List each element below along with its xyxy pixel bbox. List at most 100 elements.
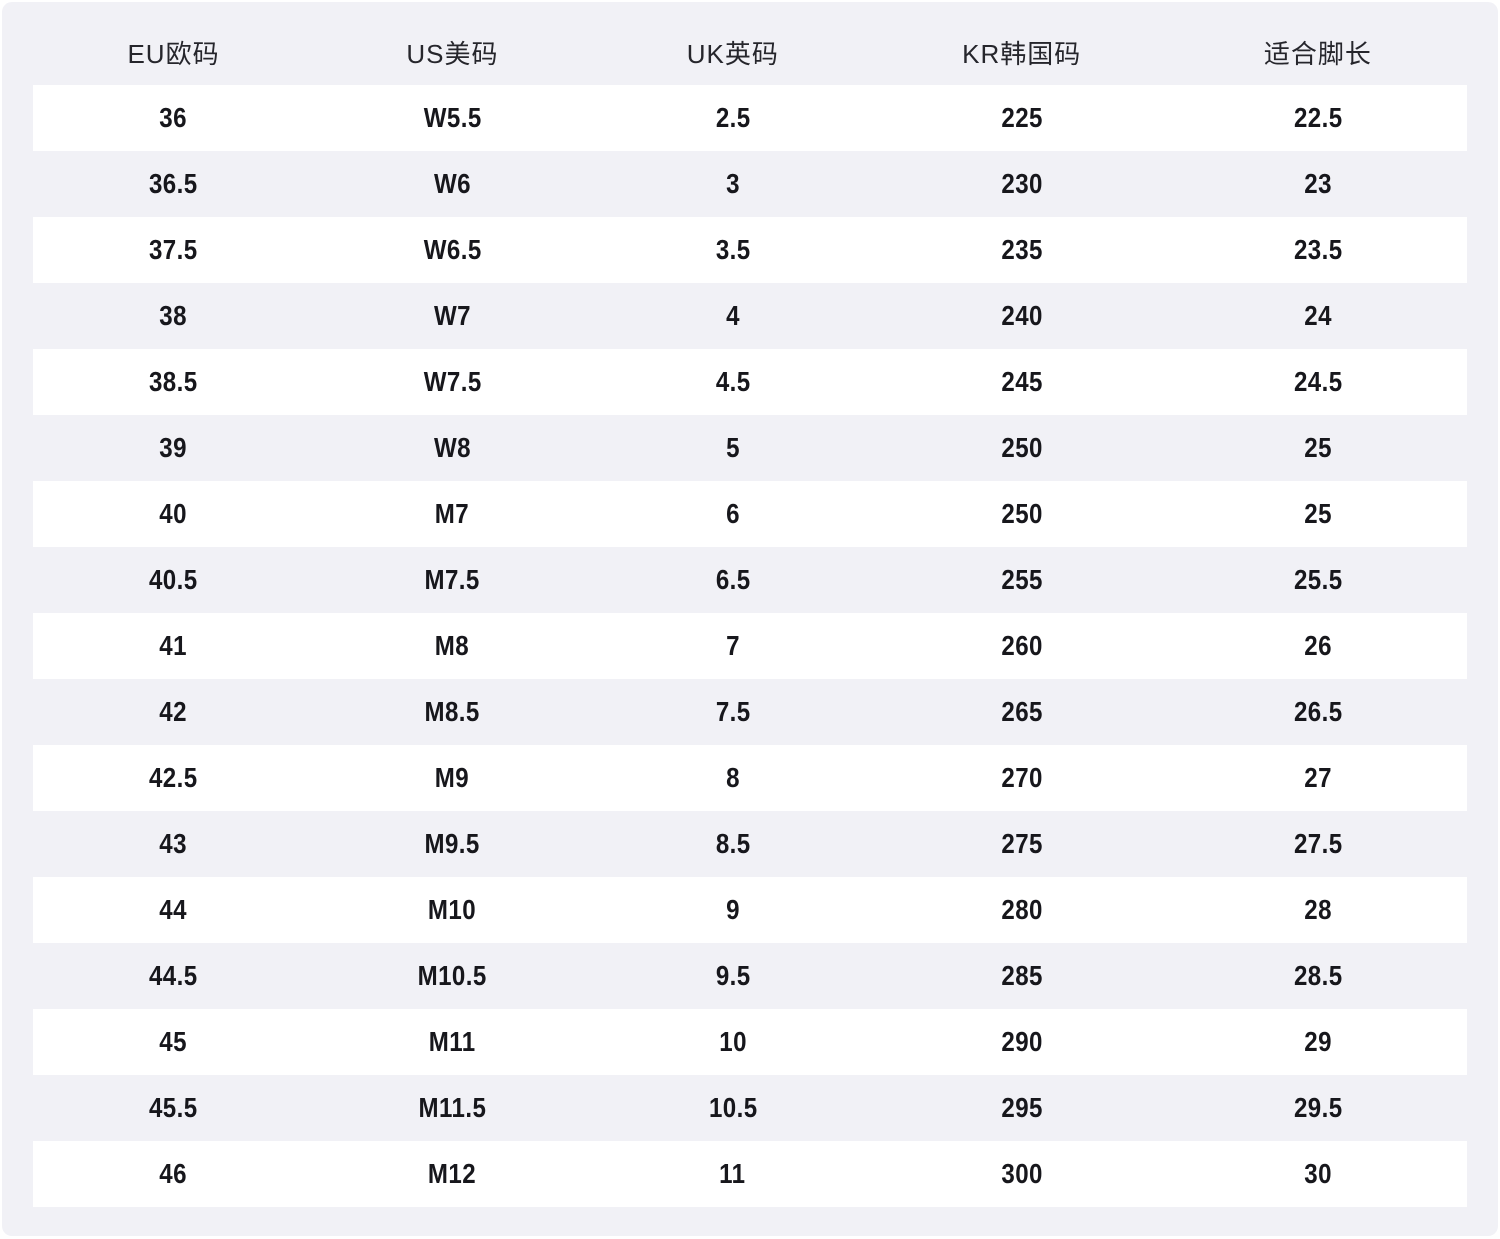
- table-row: 36 W5.5 2.5 225 22.5: [33, 85, 1467, 151]
- cell-value: W6: [433, 168, 471, 199]
- cell-value: 45: [159, 1026, 188, 1057]
- table-header-row: EU欧码 US美码 UK英码 KR韩国码 适合脚长: [33, 2, 1467, 85]
- table-cell: 27.5: [1169, 828, 1467, 860]
- cell-value: 250: [1000, 432, 1043, 463]
- cell-value: 25: [1304, 432, 1332, 463]
- cell-value: 4: [725, 300, 740, 331]
- cell-value: 24: [1304, 300, 1332, 331]
- cell-value: 45.5: [149, 1092, 198, 1123]
- cell-value: 27.5: [1293, 828, 1343, 859]
- table-cell: 9.5: [591, 960, 875, 992]
- table-cell: 11: [591, 1158, 875, 1190]
- table-row: 45.5 M11.5 10.5 295 29.5: [33, 1075, 1467, 1141]
- table-cell: 25: [1169, 498, 1467, 530]
- table-cell: 225: [875, 102, 1169, 134]
- table-cell: 3: [591, 168, 875, 200]
- cell-value: 39: [159, 432, 188, 463]
- table-cell: 25.5: [1169, 564, 1467, 596]
- table-cell: M10.5: [314, 960, 591, 992]
- table-cell: 28.5: [1169, 960, 1467, 992]
- table-row: 40 M7 6 250 25: [33, 481, 1467, 547]
- table-cell: 245: [875, 366, 1169, 398]
- table-cell: 270: [875, 762, 1169, 794]
- cell-value: 37.5: [149, 234, 198, 265]
- table-cell: 29: [1169, 1026, 1467, 1058]
- table-cell: 4.5: [591, 366, 875, 398]
- cell-value: 23.5: [1293, 234, 1343, 265]
- cell-value: 255: [1000, 564, 1043, 595]
- table-row: 43 M9.5 8.5 275 27.5: [33, 811, 1467, 877]
- table-cell: 28: [1169, 894, 1467, 926]
- cell-value: 7.5: [715, 696, 751, 727]
- cell-value: 4.5: [715, 366, 751, 397]
- table-cell: M12: [314, 1158, 591, 1190]
- table-cell: 235: [875, 234, 1169, 266]
- table-cell: M9.5: [314, 828, 591, 860]
- table-cell: W6: [314, 168, 591, 200]
- cell-value: W6.5: [423, 234, 482, 265]
- cell-value: 10: [718, 1026, 747, 1057]
- cell-value: W7: [433, 300, 471, 331]
- table-row: 40.5 M7.5 6.5 255 25.5: [33, 547, 1467, 613]
- table-cell: 22.5: [1169, 102, 1467, 134]
- table-cell: 38: [33, 300, 314, 332]
- table-cell: 2.5: [591, 102, 875, 134]
- cell-value: 265: [1000, 696, 1043, 727]
- table-cell: 250: [875, 498, 1169, 530]
- cell-value: 235: [1000, 234, 1043, 265]
- table-cell: W7: [314, 300, 591, 332]
- table-cell: M11: [314, 1026, 591, 1058]
- table-cell: 36.5: [33, 168, 314, 200]
- cell-value: M10.5: [417, 960, 487, 991]
- table-cell: 10.5: [591, 1092, 875, 1124]
- cell-value: M9.5: [424, 828, 481, 859]
- cell-value: 9.5: [715, 960, 751, 991]
- cell-value: 40: [159, 498, 188, 529]
- table-cell: W5.5: [314, 102, 591, 134]
- cell-value: 36: [159, 102, 188, 133]
- table-row: 46 M12 11 300 30: [33, 1141, 1467, 1207]
- cell-value: 44: [159, 894, 188, 925]
- table-row: 36.5 W6 3 230 23: [33, 151, 1467, 217]
- table-cell: 9: [591, 894, 875, 926]
- table-row: 42.5 M9 8 270 27: [33, 745, 1467, 811]
- table-cell: 8.5: [591, 828, 875, 860]
- table-cell: 6.5: [591, 564, 875, 596]
- cell-value: 27: [1304, 762, 1332, 793]
- cell-value: 290: [1000, 1026, 1043, 1057]
- table-cell: 255: [875, 564, 1169, 596]
- cell-value: 28: [1304, 894, 1332, 925]
- table-cell: 42.5: [33, 762, 314, 794]
- cell-value: 8: [725, 762, 740, 793]
- cell-value: 225: [1000, 102, 1043, 133]
- table-cell: 290: [875, 1026, 1169, 1058]
- cell-value: 40.5: [149, 564, 198, 595]
- cell-value: M12: [428, 1158, 477, 1189]
- table-cell: 41: [33, 630, 314, 662]
- table-cell: M11.5: [314, 1092, 591, 1124]
- table-cell: 275: [875, 828, 1169, 860]
- table-cell: M10: [314, 894, 591, 926]
- cell-value: M7: [435, 498, 470, 529]
- table-cell: 7: [591, 630, 875, 662]
- cell-value: 6: [725, 498, 740, 529]
- table-cell: 24.5: [1169, 366, 1467, 398]
- cell-value: 38: [159, 300, 188, 331]
- cell-value: 260: [1000, 630, 1043, 661]
- table-cell: 25: [1169, 432, 1467, 464]
- cell-value: 29: [1304, 1026, 1332, 1057]
- cell-value: 250: [1000, 498, 1043, 529]
- cell-value: 285: [1000, 960, 1043, 991]
- table-row: 44.5 M10.5 9.5 285 28.5: [33, 943, 1467, 1009]
- cell-value: 9: [725, 894, 740, 925]
- table-cell: 3.5: [591, 234, 875, 266]
- cell-value: 24.5: [1293, 366, 1343, 397]
- cell-value: 42.5: [149, 762, 198, 793]
- table-row: 45 M11 10 290 29: [33, 1009, 1467, 1075]
- table-cell: 300: [875, 1158, 1169, 1190]
- table-cell: 23: [1169, 168, 1467, 200]
- cell-value: 240: [1000, 300, 1043, 331]
- cell-value: M7.5: [424, 564, 481, 595]
- cell-value: M8.5: [424, 696, 481, 727]
